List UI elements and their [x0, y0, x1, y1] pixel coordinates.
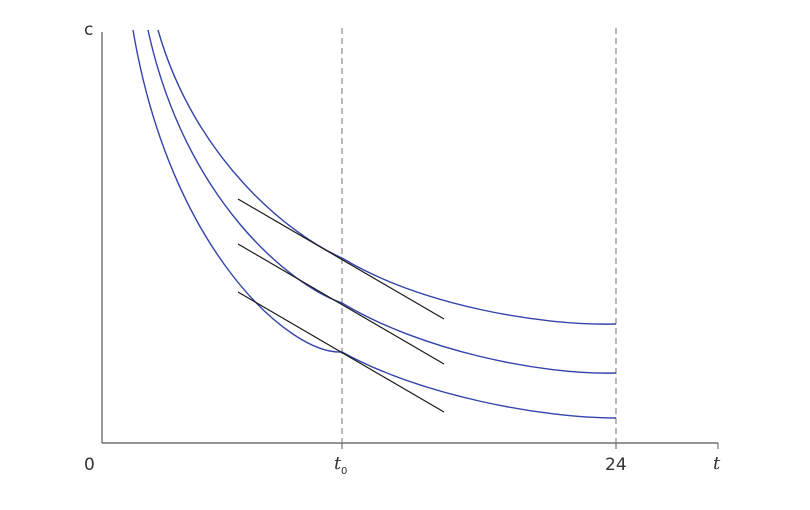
y-axis-label: c	[84, 20, 93, 40]
indifference-curve-middle	[147, 29, 617, 374]
x-max-label: 24	[605, 455, 627, 475]
x-axis-label: t	[713, 453, 721, 474]
tangent-line-low	[237, 291, 445, 413]
origin-label: 0	[84, 455, 95, 475]
t0-label-main: t	[334, 453, 342, 474]
t0-label-subscript: 0	[341, 466, 347, 477]
indifference-curve-high	[157, 29, 617, 325]
tangent-line-middle	[237, 243, 445, 365]
tangent-line-high	[237, 198, 445, 320]
indifference-curve-low	[132, 29, 617, 419]
t0-label: t	[334, 453, 342, 474]
